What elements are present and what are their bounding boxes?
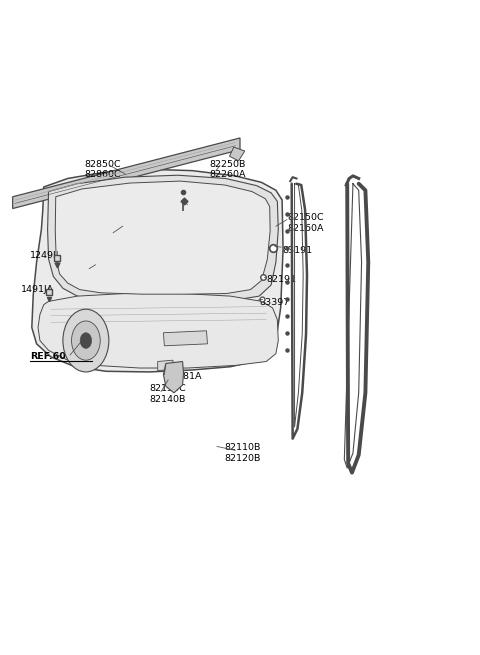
Polygon shape [32,170,283,372]
Text: 83397: 83397 [259,298,289,307]
Polygon shape [48,175,278,301]
Text: 83191: 83191 [282,246,312,255]
Polygon shape [12,138,240,208]
Polygon shape [163,362,183,393]
Text: 1249LQ: 1249LQ [30,251,67,260]
Text: 82220
82210: 82220 82210 [112,219,142,238]
Text: 82850C
82860C: 82850C 82860C [84,160,121,179]
Text: 82130C
82140B: 82130C 82140B [149,384,186,404]
Text: 82250B
82260A: 82250B 82260A [209,160,245,179]
Text: 82191: 82191 [267,275,297,284]
Text: 12492: 12492 [175,204,205,213]
Text: REF.60-760: REF.60-760 [30,352,90,362]
Polygon shape [38,293,278,368]
Polygon shape [163,331,207,346]
Circle shape [63,309,109,372]
Text: 82181A: 82181A [166,372,202,381]
Text: 1491JA: 1491JA [21,285,54,294]
Polygon shape [157,360,173,371]
Text: 82150C
82160A: 82150C 82160A [288,214,324,233]
Text: 82110B
82120B: 82110B 82120B [225,443,261,462]
Text: 85319D: 85319D [75,262,112,271]
Circle shape [80,333,92,348]
Polygon shape [55,181,270,294]
Polygon shape [229,147,245,161]
Circle shape [72,321,100,360]
